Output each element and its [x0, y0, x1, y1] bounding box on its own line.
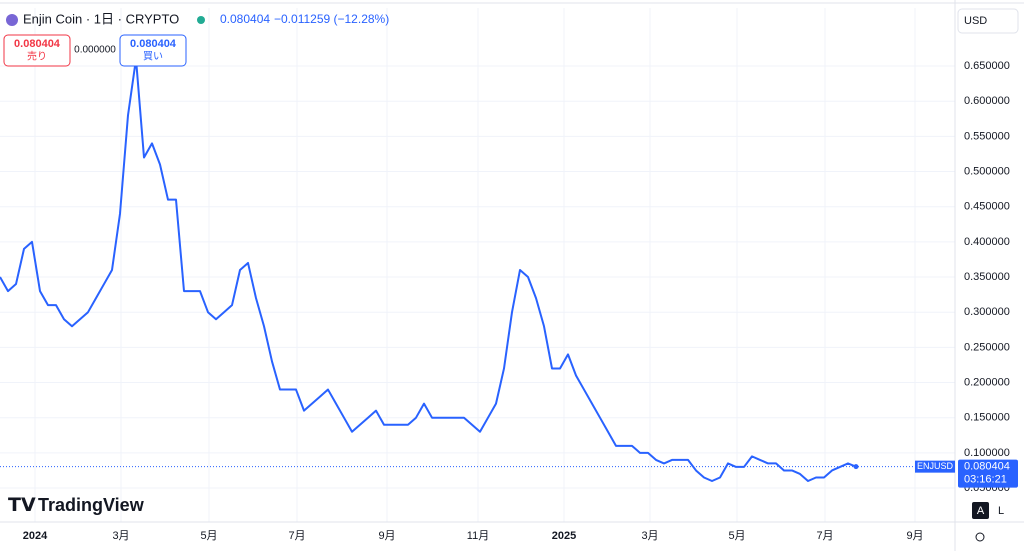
- y-tick-label: 0.400000: [964, 236, 1010, 248]
- price-line: [0, 57, 857, 482]
- x-tick-label: 3月: [641, 530, 658, 542]
- countdown: 03:16:21: [964, 474, 1007, 486]
- x-tick-label: 2024: [23, 530, 48, 542]
- currency-label[interactable]: USD: [964, 15, 987, 27]
- last-price: 0.080404: [220, 12, 270, 26]
- ticker-tag: [915, 460, 955, 473]
- buy-label[interactable]: 買い: [143, 51, 163, 63]
- sell-price[interactable]: 0.080404: [14, 38, 61, 50]
- y-tick-label: 0.500000: [964, 165, 1010, 177]
- x-tick-label: 9月: [906, 530, 923, 542]
- x-tick-label: 3月: [112, 530, 129, 542]
- x-tick-label: 11月: [467, 530, 489, 542]
- x-tick-label: 5月: [728, 530, 745, 542]
- auto-button[interactable]: [972, 502, 989, 519]
- log-label[interactable]: L: [998, 505, 1004, 517]
- price-change: −0.011259 (−12.28%): [274, 12, 389, 26]
- y-tick-label: 0.200000: [964, 376, 1010, 388]
- symbol-icon: [6, 14, 18, 26]
- y-tick-label: 0.250000: [964, 341, 1010, 353]
- symbol-title: Enjin Coin · 1日 · CRYPTO: [23, 11, 179, 26]
- y-tick-label: 0.100000: [964, 447, 1010, 459]
- y-tick-label: 0.650000: [964, 60, 1010, 72]
- y-tick-label: 0.550000: [964, 130, 1010, 142]
- ticker-label: ENJUSD: [917, 461, 954, 471]
- buy-price[interactable]: 0.080404: [130, 38, 177, 50]
- price-tag: [958, 459, 1018, 488]
- x-tick-label: 7月: [288, 530, 305, 542]
- brand-mark: 𝗧𝗩: [8, 495, 36, 516]
- price-tag-label: 0.080404: [964, 461, 1010, 473]
- market-status: [197, 16, 205, 24]
- x-tick-label: 9月: [378, 530, 395, 542]
- currency-button[interactable]: [957, 8, 1019, 34]
- y-tick-label: 0.150000: [964, 412, 1010, 424]
- y-tick-label: 0.300000: [964, 306, 1010, 318]
- auto-label[interactable]: A: [977, 505, 985, 517]
- spread: 0.000000: [74, 45, 116, 56]
- x-tick-label: 7月: [816, 530, 833, 542]
- brand[interactable]: TradingView: [38, 495, 145, 515]
- y-tick-label: 0.450000: [964, 201, 1010, 213]
- sell-label[interactable]: 売り: [27, 50, 47, 63]
- settings-icon[interactable]: [975, 532, 985, 542]
- y-tick-label: 0.350000: [964, 271, 1010, 283]
- x-tick-label: 5月: [200, 530, 217, 542]
- last-point: [853, 464, 859, 470]
- y-tick-label: 0.600000: [964, 95, 1010, 107]
- sell-button[interactable]: [3, 34, 71, 67]
- buy-button[interactable]: [119, 34, 187, 67]
- x-tick-label: 2025: [552, 530, 576, 542]
